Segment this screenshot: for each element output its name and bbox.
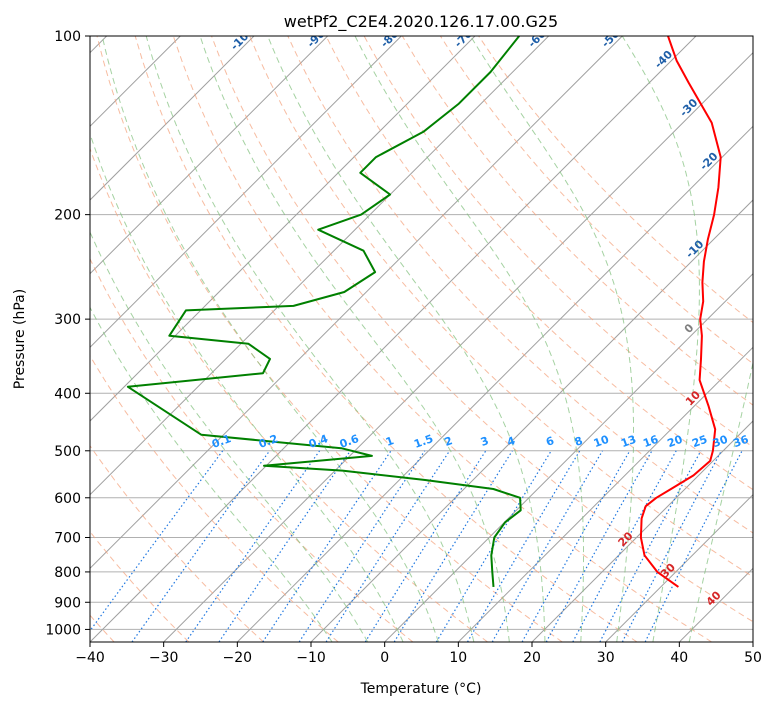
x-tick-label: 20	[523, 650, 541, 666]
y-tick-label: 900	[54, 595, 81, 611]
y-tick-label: 1000	[45, 622, 81, 638]
y-tick-label: 500	[54, 444, 81, 460]
x-tick-label: 30	[597, 650, 615, 666]
chart-title: wetPf2_C2E4.2020.126.17.00.G25	[284, 12, 558, 32]
x-tick-label: −40	[75, 650, 105, 666]
y-tick-label: 400	[54, 386, 81, 402]
x-tick-label: 50	[744, 650, 762, 666]
y-tick-label: 800	[54, 565, 81, 581]
y-axis-label: Pressure (hPa)	[12, 289, 28, 389]
x-tick-label: 10	[449, 650, 467, 666]
x-tick-label: −20	[223, 650, 253, 666]
y-tick-label: 700	[54, 531, 81, 547]
x-tick-label: −30	[149, 650, 179, 666]
x-axis-label: Temperature (°C)	[360, 681, 482, 697]
y-tick-label: 600	[54, 491, 81, 507]
y-tick-label: 200	[54, 208, 81, 224]
plot-background	[90, 36, 753, 642]
x-tick-label: 40	[670, 650, 688, 666]
y-tick-label: 100	[54, 29, 81, 45]
y-tick-label: 300	[54, 312, 81, 328]
x-tick-label: 0	[380, 650, 389, 666]
x-tick-label: −10	[296, 650, 326, 666]
isotherm-line	[753, 36, 775, 642]
